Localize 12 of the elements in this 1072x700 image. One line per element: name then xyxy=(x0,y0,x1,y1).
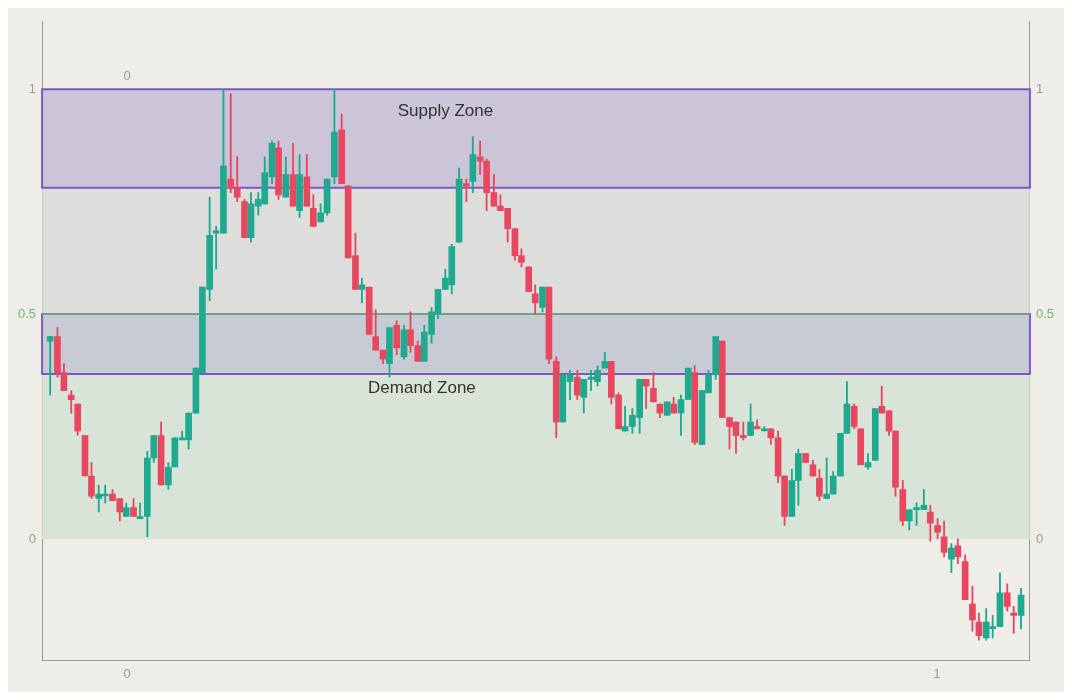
band-label: Demand Zone xyxy=(368,378,476,398)
annotation: 0 xyxy=(123,67,131,83)
candlestick xyxy=(1010,606,1018,634)
y2-tick-label: 0.5 xyxy=(1035,305,1055,321)
y-tick-label: 0.5 xyxy=(17,305,37,321)
candlestick xyxy=(463,178,470,203)
y-tick-label: 1 xyxy=(28,80,37,96)
y2-tick-label: 1 xyxy=(1035,80,1044,96)
candlestick xyxy=(823,457,831,499)
y2-tick-label: 0 xyxy=(1035,530,1044,546)
band-label: Supply Zone xyxy=(397,101,494,121)
y-tick-label: 0 xyxy=(28,530,37,546)
